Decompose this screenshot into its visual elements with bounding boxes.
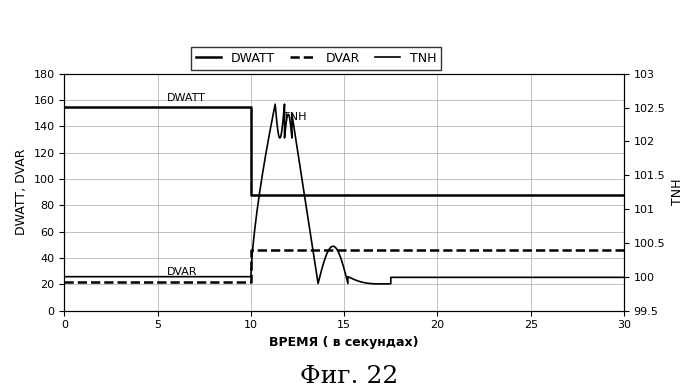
- DWATT: [620, 192, 628, 197]
- Legend: DWATT, DVAR, TNH: DWATT, DVAR, TNH: [192, 47, 441, 70]
- TNH: [352, 278, 361, 283]
- Line: DWATT: DWATT: [64, 106, 624, 195]
- Line: DVAR: DVAR: [64, 250, 624, 282]
- Y-axis label: DWATT, DVAR: DWATT, DVAR: [15, 149, 28, 235]
- Y-axis label: TNH: TNH: [671, 179, 684, 205]
- TNH: [60, 274, 69, 279]
- DWATT: [247, 104, 255, 109]
- Text: DVAR: DVAR: [167, 267, 198, 277]
- TNH: [90, 274, 99, 279]
- DVAR: [247, 248, 255, 252]
- TNH: [211, 274, 219, 279]
- TNH: [194, 274, 203, 279]
- Text: DWATT: DWATT: [167, 93, 206, 103]
- TNH: [263, 143, 271, 147]
- TNH: [271, 102, 280, 106]
- X-axis label: ВРЕМЯ ( в секундах): ВРЕМЯ ( в секундах): [269, 336, 419, 349]
- TNH: [620, 275, 628, 280]
- DWATT: [247, 192, 255, 197]
- Line: TNH: TNH: [64, 104, 624, 284]
- TNH: [251, 224, 259, 229]
- DVAR: [60, 279, 69, 284]
- DWATT: [60, 104, 69, 109]
- DVAR: [247, 279, 255, 284]
- TNH: [376, 282, 384, 286]
- Text: Фиг. 22: Фиг. 22: [301, 365, 398, 387]
- Text: TNH: TNH: [282, 112, 306, 122]
- DVAR: [620, 248, 628, 252]
